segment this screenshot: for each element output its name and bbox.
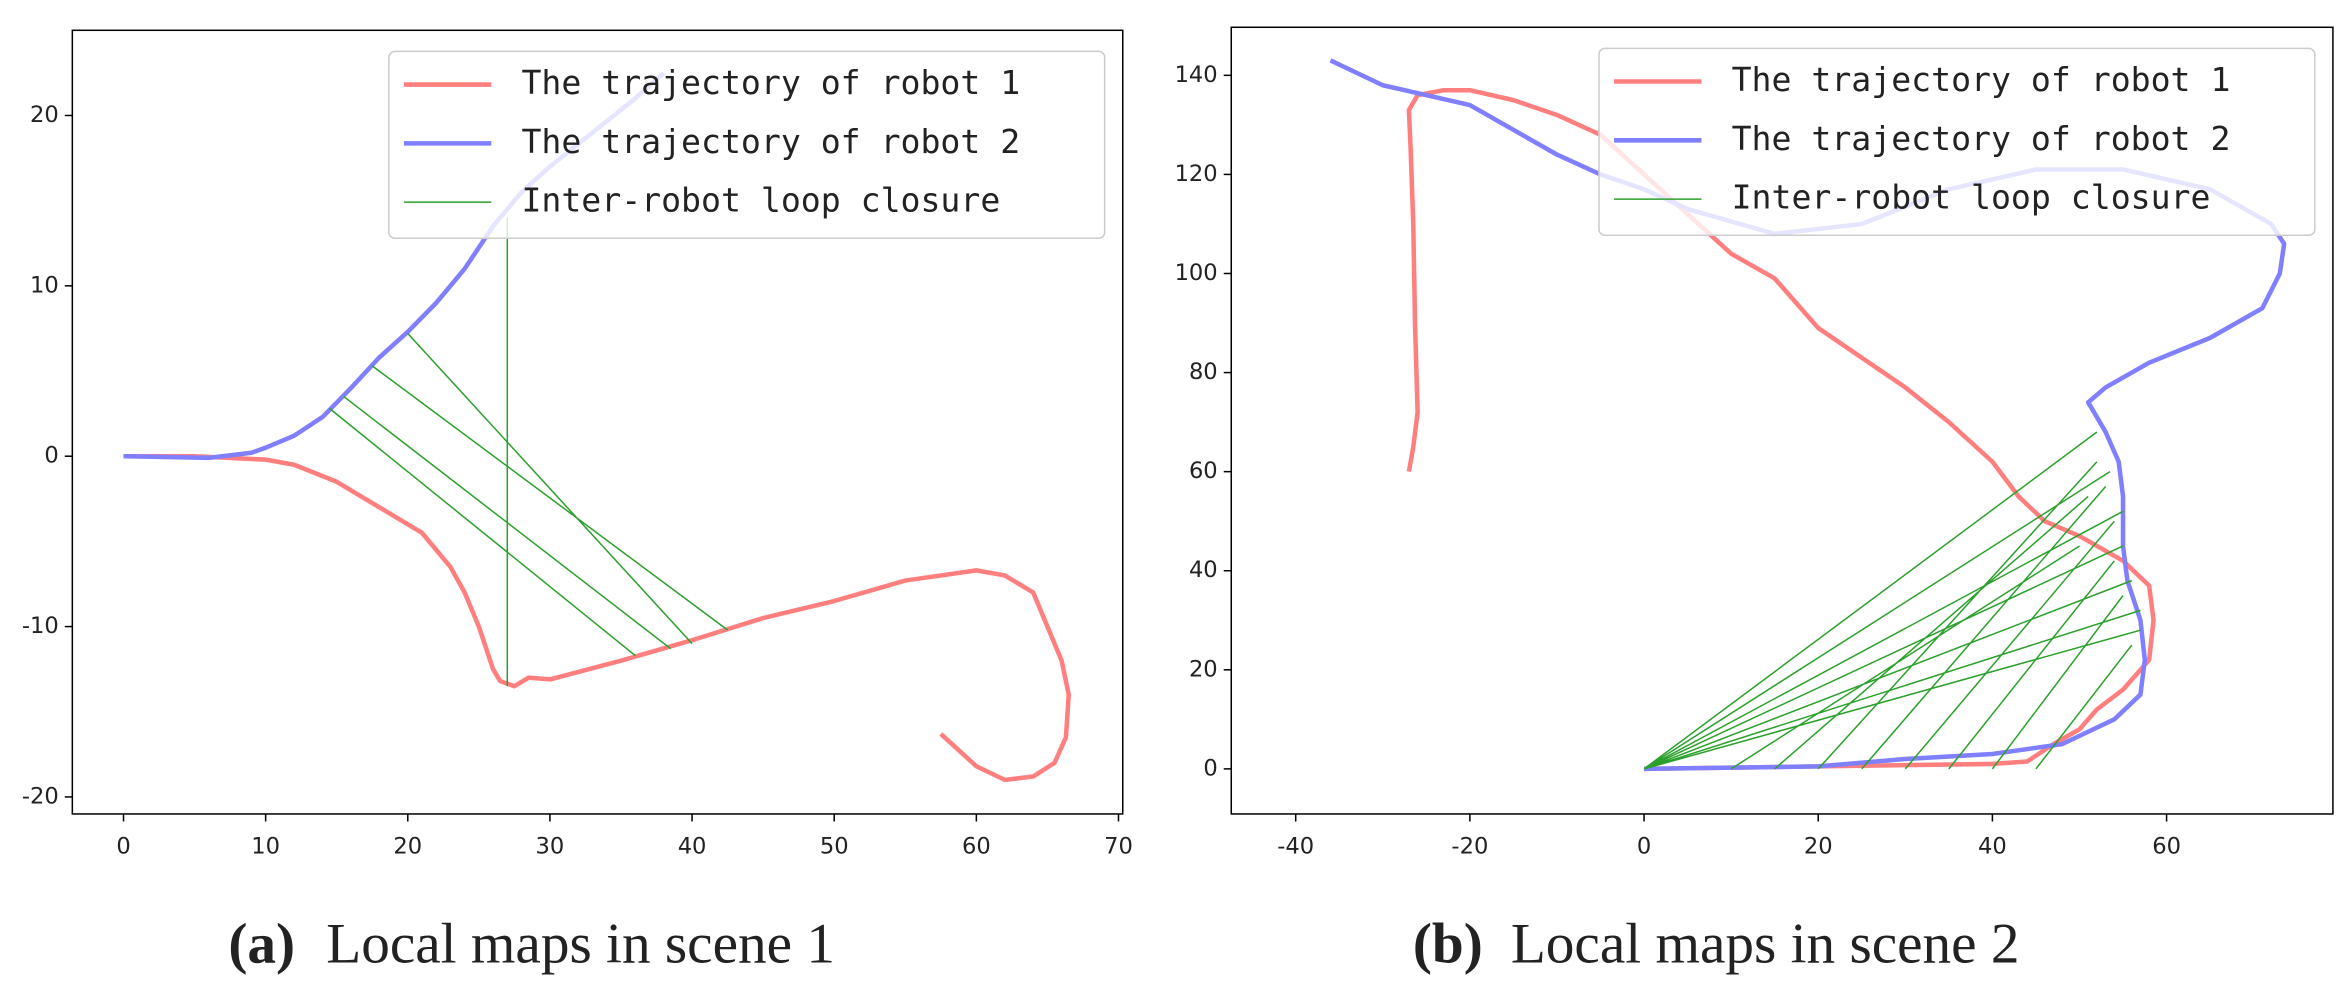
y-tick-label: -10 [22, 613, 59, 639]
x-tick-label: -20 [1451, 834, 1488, 860]
caption: Local maps in scene 2 [1511, 913, 2020, 976]
x-tick-label: 10 [251, 834, 280, 860]
x-tick-label: -40 [1277, 834, 1314, 860]
plot-frame [71, 29, 1124, 815]
x-tick-label: 20 [1804, 834, 1833, 860]
plot-frame [1230, 26, 2334, 815]
y-tick-label: 120 [1175, 161, 1218, 187]
x-tick-label: 30 [536, 834, 565, 860]
legend-box [1598, 47, 2316, 237]
y-tick-label: 20 [30, 102, 59, 128]
legend-label: The trajectory of robot 2 [1732, 119, 2231, 158]
x-tick-label: 70 [1104, 834, 1133, 860]
series-line [1643, 431, 2141, 770]
y-tick-label: 0 [44, 443, 58, 469]
x-tick-label: 60 [2152, 834, 2181, 860]
legend-box [388, 50, 1106, 240]
legend-label: The trajectory of robot 1 [521, 63, 1020, 102]
y-tick-label: 140 [1175, 62, 1218, 88]
series-line [123, 453, 1072, 783]
legend-label: The trajectory of robot 2 [521, 122, 1020, 161]
y-tick-label: 0 [1203, 755, 1217, 781]
series-line [1406, 87, 2156, 772]
x-tick-label: 40 [678, 834, 707, 860]
y-tick-label: 10 [30, 272, 59, 298]
caption-label: (a) [228, 913, 295, 976]
x-tick-label: 50 [820, 834, 849, 860]
caption: Local maps in scene 1 [326, 913, 835, 976]
y-tick-label: 100 [1175, 260, 1218, 286]
legend-label: Inter-robot loop closure [521, 181, 1000, 220]
x-tick-label: 60 [962, 834, 991, 860]
series-line [329, 217, 729, 687]
legend-label: Inter-robot loop closure [1732, 178, 2211, 217]
y-tick-label: 60 [1189, 458, 1218, 484]
legend-label: The trajectory of robot 1 [1732, 60, 2231, 99]
x-tick-label: 40 [1978, 834, 2007, 860]
x-tick-label: 0 [116, 834, 130, 860]
caption-label: (b) [1413, 913, 1483, 976]
y-tick-label: 80 [1189, 359, 1218, 385]
x-tick-label: 0 [1637, 834, 1651, 860]
y-tick-label: 20 [1189, 656, 1218, 682]
y-tick-label: 40 [1189, 557, 1218, 583]
y-tick-label: -20 [22, 783, 59, 809]
x-tick-label: 20 [393, 834, 422, 860]
